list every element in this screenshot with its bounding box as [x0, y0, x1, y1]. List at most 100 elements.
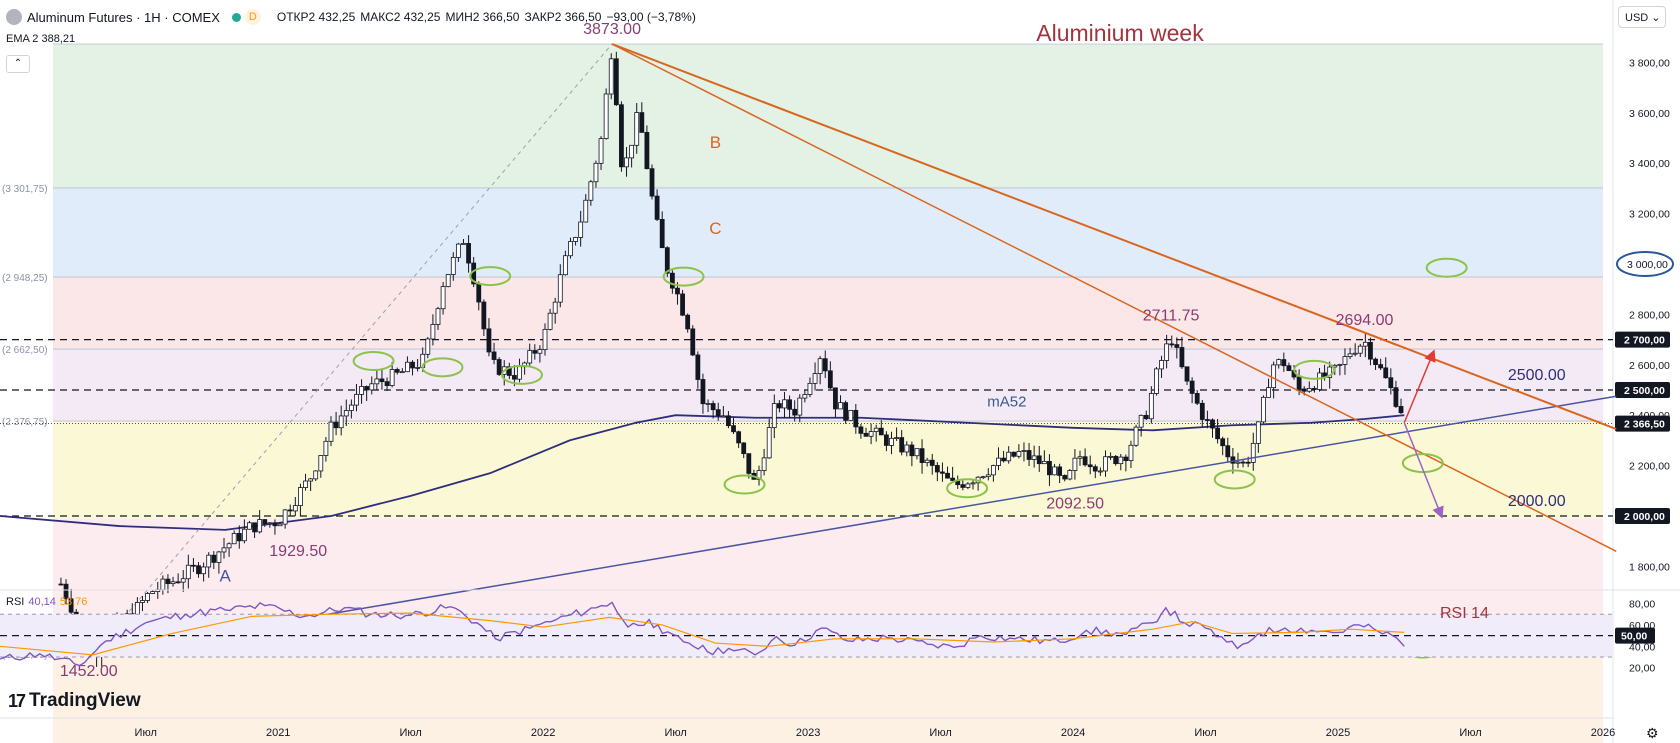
candle-body — [318, 455, 324, 472]
candle-body — [394, 369, 400, 373]
candle-body — [1306, 388, 1312, 392]
candle-body — [1184, 366, 1190, 382]
price-tick-label: 2 800,00 — [1629, 309, 1670, 321]
candle-body — [1352, 352, 1358, 355]
candle-body — [191, 564, 196, 567]
candle-body — [787, 399, 792, 410]
candle-body — [746, 453, 752, 474]
highlight-marker — [421, 357, 464, 378]
candle-body — [833, 387, 838, 410]
time-tick-label: 2021 — [266, 727, 290, 739]
price-tick-label: 3 400,00 — [1629, 158, 1670, 170]
candle-body — [1174, 344, 1180, 348]
candle-body — [247, 522, 252, 530]
candle-body — [170, 581, 176, 585]
rsi-ma-line — [0, 612, 1405, 656]
candle-body — [608, 58, 614, 95]
candle-body — [1204, 419, 1210, 421]
price-tick-label: 3 200,00 — [1629, 209, 1670, 221]
candle-body — [287, 509, 293, 512]
rsi-line — [0, 601, 1405, 667]
candle-body — [241, 528, 247, 542]
candle-body — [996, 457, 1001, 466]
rsi-legend[interactable]: RSI 40,14 53,76 — [6, 596, 87, 608]
highlight-marker — [500, 364, 543, 385]
candle-body — [568, 241, 573, 257]
candle-body — [934, 465, 940, 473]
candle-body — [1245, 461, 1251, 464]
candle-body — [440, 286, 446, 310]
currency-select[interactable]: USD ⌄ — [1618, 6, 1666, 28]
candle-body — [486, 328, 492, 353]
candle-body — [1194, 393, 1200, 404]
candle-body — [298, 487, 303, 506]
time-tick-label: Июл — [135, 727, 157, 739]
candle-body — [369, 383, 375, 391]
candle-body — [980, 476, 986, 479]
rsi-ma-value: 53,76 — [59, 596, 88, 608]
annotation-label: 2711.75 — [1143, 308, 1200, 325]
candle-body — [145, 593, 150, 601]
symbol-title[interactable]: Aluminum Futures · 1Н · COMEX — [27, 9, 220, 25]
dashed-levels — [0, 339, 1613, 517]
annotation-label: 2694.00 — [1336, 312, 1394, 329]
candle-body — [1225, 445, 1231, 458]
candle-body — [415, 367, 421, 369]
candle-body — [1210, 419, 1215, 429]
trendline-c — [611, 43, 1617, 552]
candle-body — [231, 533, 237, 545]
candle-body — [1357, 345, 1363, 354]
candle-body — [1250, 442, 1256, 463]
candle-body — [1036, 455, 1042, 465]
candle-body — [292, 505, 298, 512]
candle-body — [1006, 451, 1012, 462]
candle-body — [1108, 455, 1113, 458]
candle-body — [1317, 372, 1322, 390]
candle-body — [272, 522, 278, 527]
candle-body — [1092, 466, 1098, 472]
change-value: −93,00 (−3,78%) — [606, 10, 696, 24]
candle-body — [1052, 466, 1057, 476]
candle-body — [379, 378, 385, 383]
collapse-legend-button[interactable]: ⌃ — [6, 55, 30, 73]
candle-body — [970, 482, 976, 485]
candle-body — [323, 440, 329, 456]
rsi-title: RSI 14 — [1440, 605, 1489, 622]
time-tick-label: 2026 — [1591, 727, 1615, 739]
candle-body — [1286, 365, 1292, 371]
candle-body — [827, 370, 833, 389]
candle-body — [1373, 358, 1378, 365]
ema-line — [0, 414, 1405, 531]
tradingview-logo[interactable]: 17 TradingView — [8, 690, 141, 712]
gear-icon[interactable]: ⚙ — [1646, 725, 1659, 741]
candle-body — [410, 361, 415, 369]
candle-body — [435, 308, 441, 325]
candle-body — [838, 402, 843, 410]
highlight-marker — [1293, 359, 1336, 380]
candle-body — [639, 112, 645, 133]
candle-body — [1067, 470, 1073, 480]
highlight-marker — [1213, 469, 1256, 490]
candle-body — [1041, 461, 1047, 465]
chart-title: Aluminium week — [1036, 20, 1204, 46]
time-tick-label: Июл — [1194, 727, 1216, 739]
candle-body — [792, 408, 798, 416]
candle-body — [1021, 450, 1027, 452]
candle-body — [374, 378, 380, 385]
ema-legend[interactable]: EMA 2 388,21 — [6, 33, 75, 45]
candle-body — [364, 386, 370, 391]
rsi-value: 40,14 — [28, 596, 56, 608]
candle-body — [445, 274, 451, 288]
time-tick-label: Июл — [400, 727, 422, 739]
candle-body — [889, 437, 894, 446]
candle-body — [629, 144, 635, 159]
candle-body — [1342, 356, 1348, 365]
candle-body — [236, 533, 242, 542]
candle-body — [221, 547, 227, 553]
highlight-marker — [1425, 257, 1468, 278]
candle-body — [1047, 461, 1052, 476]
candle-body — [843, 402, 849, 421]
candle-body — [1179, 347, 1185, 368]
candle-body — [685, 314, 691, 330]
